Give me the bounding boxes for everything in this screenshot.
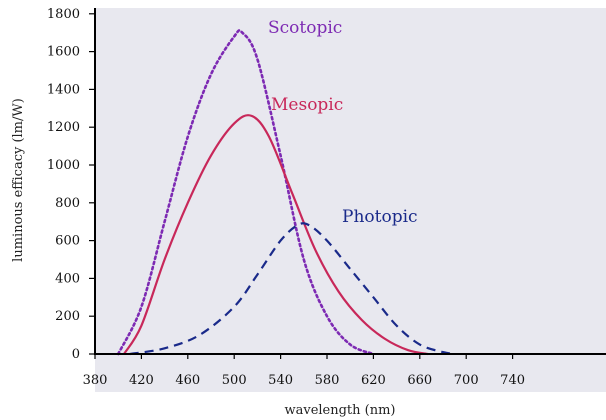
x-tick-label: 540 bbox=[268, 373, 293, 388]
y-tick-label: 600 bbox=[55, 234, 80, 249]
series-labels: Scotopic Mesopic Photopic bbox=[268, 18, 418, 227]
scotopic-curve bbox=[116, 29, 375, 356]
x-tick-label: 500 bbox=[222, 373, 247, 388]
x-tick-label: 380 bbox=[83, 373, 108, 388]
x-axis-ticks: 380 420 460 500 540 580 620 660 700 740 bbox=[83, 354, 525, 388]
y-tick-label: 1600 bbox=[47, 45, 80, 60]
y-tick-label: 400 bbox=[55, 271, 80, 286]
x-tick-label: 660 bbox=[407, 373, 432, 388]
x-tick-label: 700 bbox=[454, 373, 479, 388]
x-axis-label: wavelength (nm) bbox=[284, 403, 395, 418]
y-tick-label: 1400 bbox=[47, 82, 80, 97]
x-tick-label: 740 bbox=[500, 373, 525, 388]
y-tick-label: 0 bbox=[72, 347, 80, 362]
y-axis-label: luminous efficacy (lm/W) bbox=[11, 98, 26, 262]
mesopic-curve bbox=[123, 114, 429, 356]
y-tick-label: 1000 bbox=[47, 158, 80, 173]
x-tick-label: 620 bbox=[361, 373, 386, 388]
x-tick-label: 580 bbox=[315, 373, 340, 388]
y-tick-label: 200 bbox=[55, 309, 80, 324]
y-tick-label: 800 bbox=[55, 196, 80, 211]
y-tick-label: 1800 bbox=[47, 7, 80, 22]
x-tick-label: 460 bbox=[175, 373, 200, 388]
y-axis-ticks: 0 200 400 600 800 1000 1200 1400 1600 1800 bbox=[47, 7, 95, 362]
mesopic-label: Mesopic bbox=[271, 95, 343, 115]
plot-background bbox=[95, 8, 606, 392]
scotopic-label: Scotopic bbox=[268, 18, 342, 38]
x-tick-label: 420 bbox=[129, 373, 154, 388]
y-tick-label: 1200 bbox=[47, 120, 80, 135]
curves bbox=[116, 29, 455, 356]
photopic-label: Photopic bbox=[342, 207, 418, 227]
